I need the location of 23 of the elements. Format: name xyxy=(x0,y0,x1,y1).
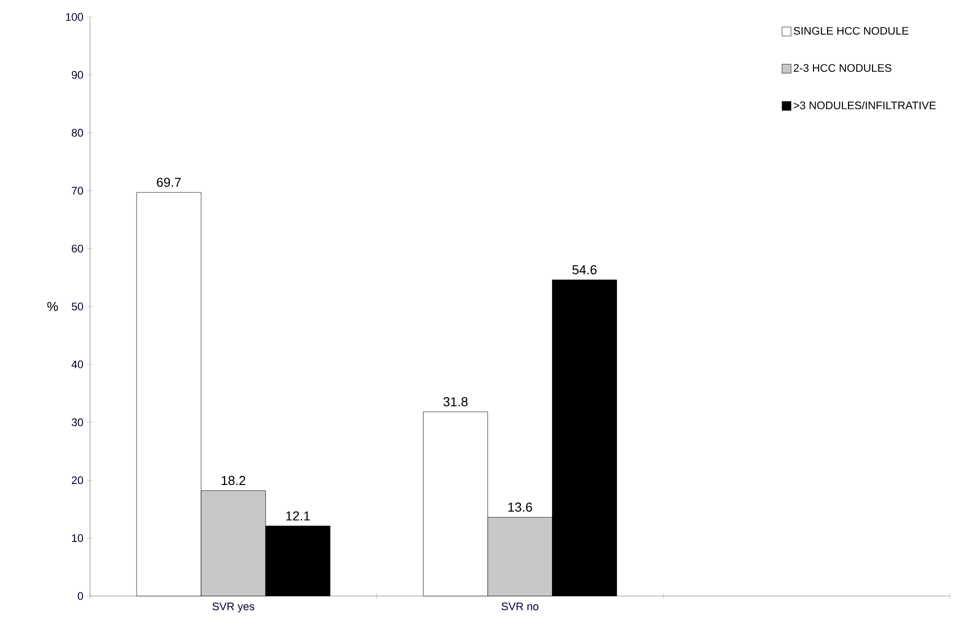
y-tick-label: 0 xyxy=(78,592,84,600)
y-tick-label: 60 xyxy=(72,244,84,252)
legend-label: SINGLE HCC NODULE xyxy=(794,26,908,35)
data-label: 13.6 xyxy=(508,502,532,512)
y-tick-label: 40 xyxy=(72,360,84,368)
data-label: 54.6 xyxy=(572,265,597,274)
y-axis-title: % xyxy=(47,302,58,312)
y-tick-label: 80 xyxy=(72,128,84,137)
y-tick-label: 30 xyxy=(72,418,84,426)
data-label: 12.1 xyxy=(286,511,310,520)
x-tick-label: SVR yes xyxy=(212,602,254,612)
y-tick-label: 70 xyxy=(72,186,84,195)
y-tick-label: 100 xyxy=(66,13,84,21)
y-tick-label: 10 xyxy=(72,534,84,542)
y-tick-label: 90 xyxy=(72,71,84,79)
legend-label: >3 NODULES/INFILTRATIVE xyxy=(794,101,936,110)
y-tick-label: 20 xyxy=(72,476,84,484)
y-tick-label: 50 xyxy=(72,302,84,310)
data-label: 31.8 xyxy=(443,397,468,406)
data-label: 69.7 xyxy=(156,178,181,187)
data-label: 18.2 xyxy=(222,476,246,486)
x-tick-label: SVR no xyxy=(502,602,538,610)
legend-label: 2-3 HCC NODULES xyxy=(794,64,892,72)
